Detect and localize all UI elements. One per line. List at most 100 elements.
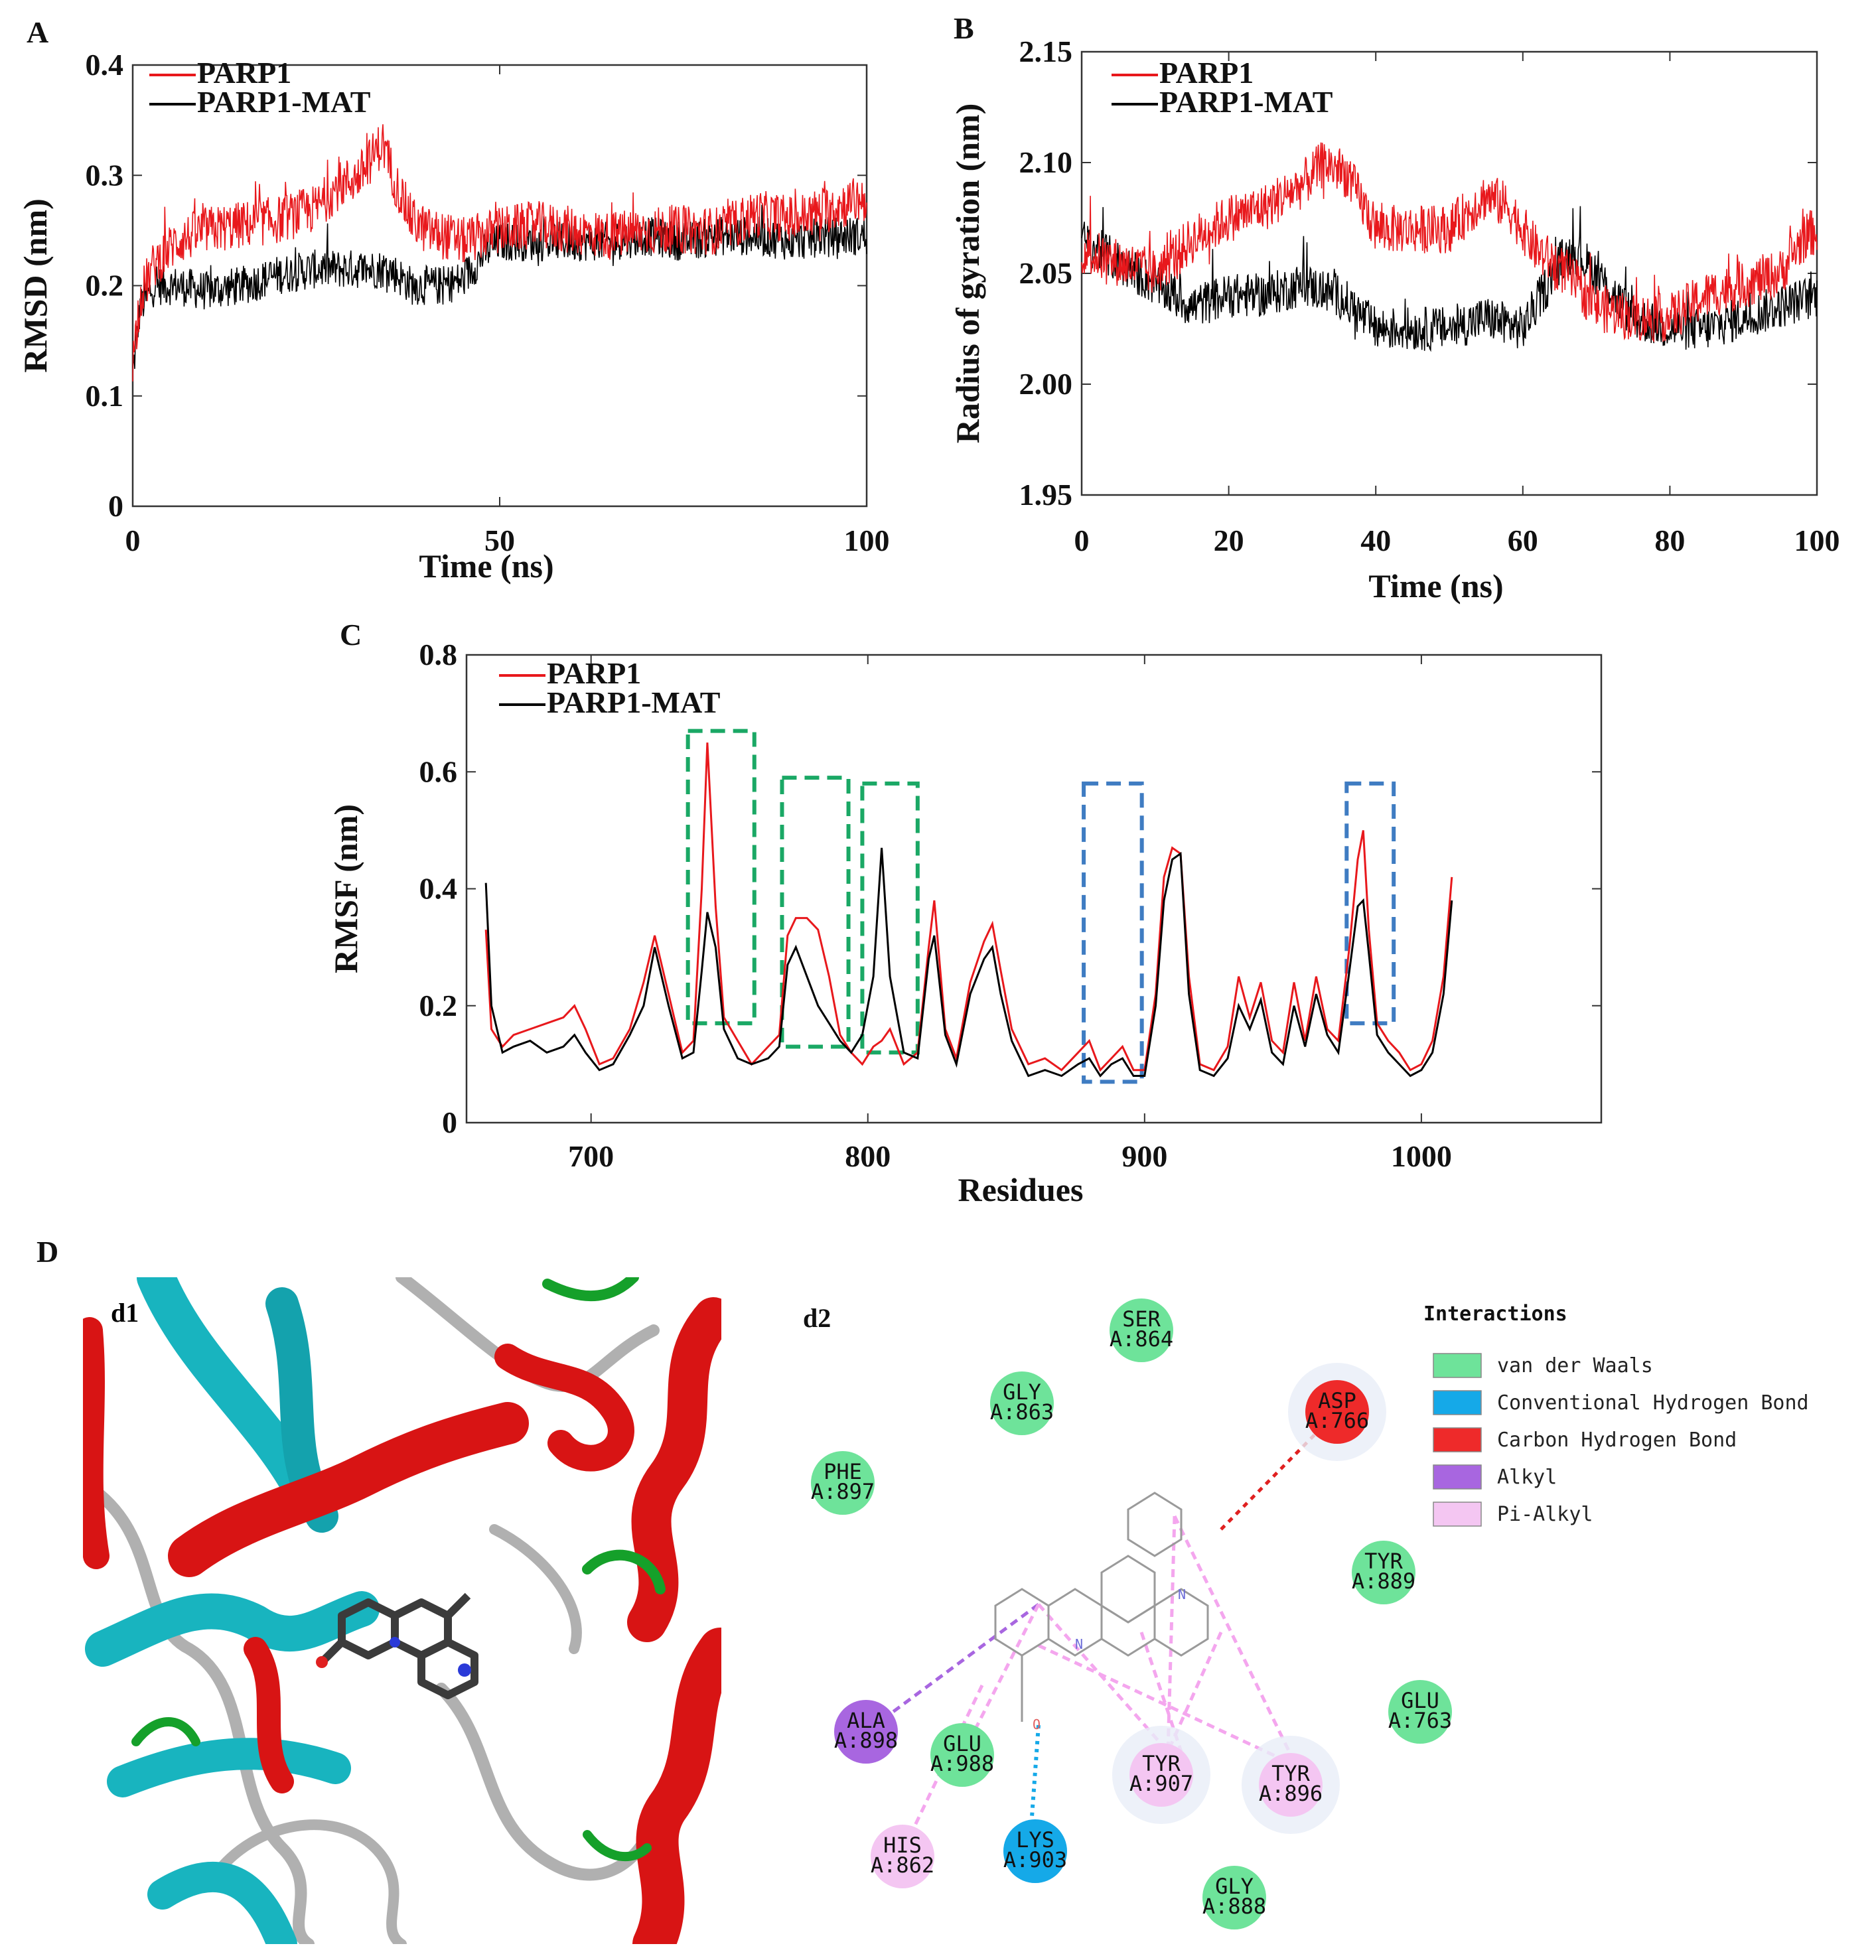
sub-panel-label-d1: d1 (111, 1298, 139, 1328)
highlight-box-green (860, 781, 920, 1055)
sub-panel-label-d2: d2 (803, 1303, 831, 1333)
svg-text:A:907: A:907 (1129, 1771, 1193, 1796)
y-axis-label: RMSF (nm) (327, 804, 364, 973)
x-axis-label: Time (ns) (1368, 567, 1503, 604)
highlight-box-blue (1082, 781, 1144, 1084)
legend-entry: PARP1 (1159, 56, 1254, 90)
legend-entry: PARP1-MAT (547, 685, 720, 719)
y-axis-label: RMSD (nm) (17, 198, 54, 372)
series-line-parp1-mat (132, 204, 867, 369)
x-tick-label: 20 (1214, 524, 1244, 557)
chart-c-rmsf: 0 0.2 0.4 0.6 0.8 700 800 900 1000 Residues RMSF (… (327, 638, 1603, 1208)
svg-text:A:896: A:896 (1259, 1781, 1323, 1806)
protein-3d-view: d1 (83, 1277, 721, 1944)
legend-entry: PARP1 (197, 56, 291, 90)
interaction-legend: Interactions van der Waals Conventional H… (1423, 1302, 1809, 1527)
panel-label-b: B (954, 11, 974, 45)
svg-text:GLU: GLU (1401, 1688, 1439, 1713)
protein-ribbon-illustration (83, 1277, 721, 1944)
svg-text:TYR: TYR (1364, 1549, 1404, 1574)
y-axis-label: Radius of gyration (nm) (949, 104, 986, 444)
highlight-box-green (685, 729, 757, 1026)
legend-entry-interaction: van der Waals (1497, 1354, 1653, 1377)
legend-swatch-interaction (1433, 1427, 1482, 1452)
y-tick-label: 2.00 (1019, 367, 1073, 401)
y-tick-label: 0 (442, 1105, 457, 1139)
x-tick-label: 40 (1360, 524, 1391, 557)
series-line-parp1 (1081, 142, 1818, 343)
svg-text:A:763: A:763 (1388, 1708, 1452, 1733)
y-tick-label: 2.15 (1019, 35, 1073, 68)
x-tick-label: 800 (845, 1139, 891, 1173)
y-tick-label: 0.6 (419, 754, 458, 788)
x-tick-label: 700 (568, 1139, 614, 1173)
chart-b-radius-of-gyration: 1.95 2.00 2.05 2.10 2.15 0 20 40 60 80 100 Time (ns… (949, 35, 1840, 604)
x-tick-label: 900 (1121, 1139, 1167, 1173)
x-tick-label: 0 (125, 524, 141, 557)
svg-text:A:897: A:897 (811, 1479, 875, 1504)
y-tick-label: 0.4 (419, 872, 458, 906)
svg-text:A:903: A:903 (1003, 1847, 1067, 1872)
svg-text:A:862: A:862 (871, 1853, 934, 1878)
y-tick-label: 2.10 (1019, 145, 1073, 179)
ligand-atom-n1: N (1075, 1636, 1083, 1652)
chart-a-rmsd: 0 0.1 0.2 0.3 0.4 0 50 100 Time (ns) RMSD (nm) PAR… (17, 48, 890, 585)
legend-entry-interaction: Conventional Hydrogen Bond (1497, 1391, 1809, 1415)
alkyl-line (865, 1602, 1040, 1734)
x-tick-label: 80 (1654, 524, 1685, 557)
svg-text:ALA: ALA (847, 1708, 885, 1733)
series-line-parp1-mat (1081, 206, 1818, 352)
legend-entry: PARP1-MAT (1159, 85, 1333, 119)
panel-label-c: C (340, 618, 362, 652)
svg-text:PHE: PHE (824, 1459, 862, 1484)
y-tick-label: 0.2 (419, 989, 458, 1022)
svg-text:SER: SER (1122, 1306, 1161, 1332)
x-axis-label: Residues (958, 1171, 1084, 1208)
svg-text:A:864: A:864 (1110, 1326, 1173, 1352)
series-line-parp1 (484, 742, 1453, 1072)
ligand-atom-o: O (1033, 1716, 1041, 1732)
legend-swatch-interaction (1433, 1390, 1482, 1415)
x-tick-label: 100 (1794, 524, 1840, 557)
svg-text:TYR: TYR (1142, 1751, 1181, 1776)
x-tick-label: 0 (1074, 524, 1090, 557)
svg-text:A:766: A:766 (1305, 1408, 1369, 1433)
y-tick-label: 1.95 (1019, 478, 1073, 512)
svg-text:HIS: HIS (883, 1833, 922, 1858)
y-tick-label: 0.4 (86, 48, 124, 82)
legend-entry: PARP1 (547, 656, 641, 690)
svg-text:TYR: TYR (1271, 1761, 1311, 1786)
y-tick-label: 2.05 (1019, 256, 1073, 290)
highlight-box-green (780, 776, 851, 1049)
y-tick-label: 0.3 (86, 158, 124, 192)
x-tick-label: 60 (1508, 524, 1538, 557)
y-tick-label: 0.8 (419, 638, 458, 671)
y-tick-label: 0 (108, 489, 123, 523)
svg-text:LYS: LYS (1016, 1827, 1054, 1853)
series-line-parp1 (132, 124, 867, 382)
svg-text:ASP: ASP (1318, 1388, 1356, 1413)
svg-text:A:889: A:889 (1352, 1569, 1415, 1594)
legend-swatch-interaction (1433, 1502, 1482, 1527)
ligand-2d-structure (994, 1492, 1209, 1722)
svg-text:GLY: GLY (1215, 1874, 1254, 1899)
panel-label-d: D (36, 1235, 59, 1269)
legend-entry-interaction: Carbon Hydrogen Bond (1497, 1429, 1737, 1452)
x-tick-label: 1000 (1391, 1139, 1452, 1173)
x-axis-label: Time (ns) (419, 547, 553, 585)
svg-text:A:863: A:863 (990, 1399, 1054, 1425)
x-tick-label: 100 (844, 524, 890, 557)
hbond-line (1030, 1724, 1041, 1817)
